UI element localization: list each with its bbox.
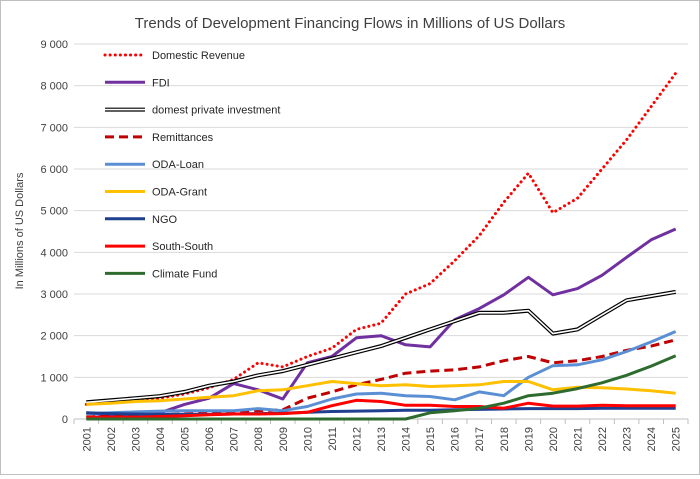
series-line <box>86 330 677 416</box>
x-tick-label: 2001 <box>81 427 93 451</box>
legend-item: Domestic Revenue <box>103 50 245 62</box>
legend-item: Climate Fund <box>105 268 217 280</box>
legend-label: Climate Fund <box>152 268 217 280</box>
y-tick-label: 2 000 <box>40 331 68 343</box>
legend-label: ODA-Grant <box>152 187 207 199</box>
chart-title: Trends of Development Financing Flows in… <box>135 15 565 32</box>
legend-item: ODA-Loan <box>105 159 204 171</box>
legend-item: ODA-Grant <box>105 187 207 199</box>
series-8 <box>86 354 677 421</box>
legend-item: NGO <box>105 214 178 226</box>
series-2 <box>86 289 677 405</box>
series-line-inner <box>86 291 676 404</box>
y-tick-label: 9 000 <box>40 39 68 51</box>
y-tick-label: 6 000 <box>40 164 68 176</box>
legend-label: South-South <box>152 241 213 253</box>
y-axis-ticks: 0 1 000 2 000 3 000 4 000 5 000 6 000 7 000 8 00… <box>40 39 68 426</box>
legend-label: domest private investment <box>152 105 280 117</box>
x-tick-label: 2021 <box>572 427 584 451</box>
x-axis-ticks: 2001 2002 2003 2004 2005 2006 2007 2008 2009 2010… <box>73 419 689 451</box>
legend: Domestic Revenue FDI domest private invest… <box>103 50 280 280</box>
series-line <box>86 354 677 421</box>
x-tick-label: 2004 <box>155 427 167 451</box>
x-tick-label: 2003 <box>130 427 142 451</box>
x-tick-label: 2024 <box>646 427 658 451</box>
y-tick-label: 1 000 <box>40 372 68 384</box>
x-tick-label: 2016 <box>450 427 462 451</box>
y-tick-label: 7 000 <box>40 122 68 134</box>
series-7 <box>86 398 676 420</box>
legend-item: domest private investment <box>105 105 280 117</box>
x-tick-label: 2011 <box>327 427 339 451</box>
x-tick-label: 2013 <box>376 427 388 451</box>
x-tick-label: 2020 <box>548 427 560 451</box>
legend-label: ODA-Loan <box>152 159 204 171</box>
x-tick-label: 2023 <box>622 427 634 451</box>
legend-item: Remittances <box>105 132 214 144</box>
series-line <box>86 398 676 420</box>
x-tick-label: 2019 <box>523 427 535 451</box>
legend-item: FDI <box>105 77 170 89</box>
legend-item: South-South <box>105 241 213 253</box>
x-tick-label: 2012 <box>351 427 363 451</box>
gridlines <box>74 43 688 420</box>
y-tick-label: 0 <box>62 414 68 426</box>
x-tick-label: 2022 <box>597 427 609 451</box>
y-tick-label: 4 000 <box>40 247 68 259</box>
series-4 <box>86 330 677 416</box>
series-1 <box>86 227 677 418</box>
legend-label: Remittances <box>152 132 214 144</box>
x-tick-label: 2007 <box>229 427 241 451</box>
y-axis-label: In Millions of US Dollars <box>14 172 26 289</box>
y-tick-label: 3 000 <box>40 289 68 301</box>
series-lines <box>84 71 678 421</box>
legend-label: FDI <box>152 77 170 89</box>
series-0 <box>84 71 678 406</box>
x-tick-label: 2002 <box>106 427 118 451</box>
x-tick-label: 2017 <box>474 427 486 451</box>
y-tick-label: 5 000 <box>40 206 68 218</box>
x-tick-label: 2008 <box>253 427 265 451</box>
series-line <box>84 71 678 406</box>
x-tick-label: 2005 <box>180 427 192 451</box>
x-tick-label: 2015 <box>425 427 437 451</box>
x-tick-label: 2018 <box>499 427 511 451</box>
y-tick-label: 8 000 <box>40 81 68 93</box>
legend-label: Domestic Revenue <box>152 50 245 62</box>
legend-label: NGO <box>152 214 178 226</box>
x-tick-label: 2014 <box>401 427 413 451</box>
x-tick-label: 2009 <box>278 427 290 451</box>
x-tick-label: 2010 <box>302 427 314 451</box>
x-tick-label: 2025 <box>671 427 683 451</box>
series-line <box>86 227 677 418</box>
x-tick-label: 2006 <box>204 427 216 451</box>
